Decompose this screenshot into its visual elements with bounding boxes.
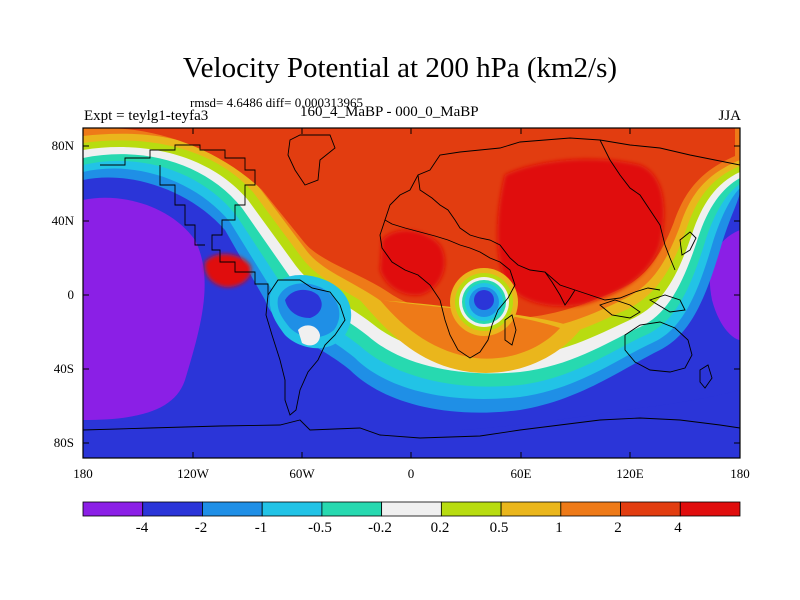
lat-label: 80N — [51, 138, 74, 153]
colorbar-swatch — [560, 501, 621, 517]
lat-label: 80S — [53, 435, 74, 450]
colorbar-swatch — [620, 501, 681, 517]
colorbar-label: 1 — [555, 520, 563, 536]
velocity-potential-field — [83, 128, 740, 458]
colorbar-swatch — [202, 501, 263, 517]
colorbar-swatch — [82, 501, 144, 517]
colorbar-label: 0.5 — [489, 520, 509, 536]
period-label: 160_4_MaBP - 000_0_MaBP — [300, 104, 479, 120]
season-label: JJA — [718, 108, 741, 124]
colorbar-swatch — [500, 501, 562, 517]
colorbar-label: 4 — [674, 520, 682, 536]
colorbar-label: -2 — [194, 520, 208, 536]
lat-label: 0 — [67, 287, 75, 302]
colorbar-label: -1 — [254, 520, 268, 536]
colorbar-label: -0.2 — [368, 520, 392, 536]
colorbar-swatch — [440, 501, 502, 517]
colorbar-swatch — [381, 501, 442, 517]
colorbar-swatch — [261, 501, 323, 517]
lon-label: 180 — [730, 466, 750, 481]
lon-label: 0 — [407, 466, 415, 481]
lat-label: 40N — [51, 213, 74, 228]
colorbar-swatch — [679, 501, 741, 517]
colorbar-swatch — [321, 501, 383, 517]
colorbar-swatch — [142, 501, 203, 517]
experiment-label: Expt = teylg1-teyfa3 — [84, 108, 209, 124]
lon-label: 120E — [616, 466, 644, 481]
colorbar-label: 0.2 — [430, 520, 450, 536]
colorbar — [82, 501, 741, 517]
coastlines — [83, 134, 740, 439]
lon-label: 120W — [177, 466, 209, 481]
map-ticks — [83, 128, 740, 458]
map-title: Velocity Potential at 200 hPa (km2/s) — [182, 52, 618, 84]
colorbar-label: -0.5 — [308, 520, 332, 536]
lat-label: 40S — [53, 361, 74, 376]
stats-label: rmsd= 4.6486 diff= 0.000313965 — [190, 95, 363, 110]
lon-label: 60E — [510, 466, 532, 481]
colorbar-label: 2 — [614, 520, 622, 536]
lon-label: 180 — [73, 466, 93, 481]
lon-label: 60W — [289, 466, 315, 481]
colorbar-label: -4 — [135, 520, 149, 536]
